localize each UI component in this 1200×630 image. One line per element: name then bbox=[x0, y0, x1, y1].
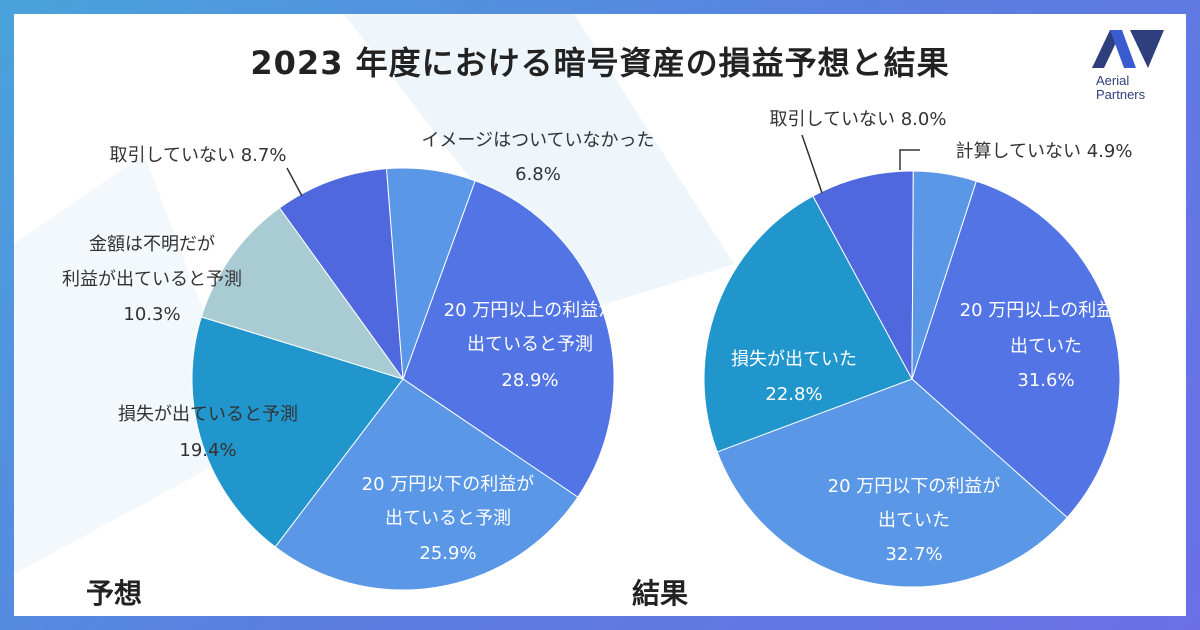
label-under-result-line1: 20 万円以下の利益が bbox=[828, 476, 1001, 497]
label-loss-result-line2: 22.8% bbox=[765, 384, 822, 405]
leader-no-trade-forecast bbox=[286, 167, 303, 197]
slice-profit-over-result bbox=[911, 180, 1121, 519]
forecast-caption: 予想 bbox=[86, 577, 143, 610]
background-decoration bbox=[14, 14, 734, 574]
label-unknown-line1: 金額は不明だが bbox=[89, 234, 215, 255]
label-no-image-line1: イメージはついていなかった bbox=[421, 130, 654, 151]
slice-profit-under-forecast bbox=[274, 378, 579, 591]
label-unknown-line2: 利益が出ていると予測 bbox=[62, 269, 242, 290]
slice-loss-result bbox=[703, 195, 913, 453]
label-under-result-line3: 32.7% bbox=[885, 544, 942, 565]
slice-no-image-forecast bbox=[385, 167, 476, 380]
label-under-forecast-line1: 20 万円以下の利益が bbox=[362, 474, 535, 495]
label-over-forecast-line2: 出ていると予測 bbox=[467, 334, 593, 355]
label-no-image-line2: 6.8% bbox=[515, 164, 561, 185]
label-loss-forecast-line2: 19.4% bbox=[179, 440, 236, 461]
leader-no-calc bbox=[899, 149, 920, 170]
label-under-forecast-line2: 出ていると予測 bbox=[385, 508, 511, 529]
slice-no-trade-forecast bbox=[278, 168, 404, 381]
pie-result bbox=[703, 170, 1121, 588]
chart-title: 2023 年度における暗号資産の損益予想と結果 bbox=[250, 44, 950, 82]
label-over-result-line2: 出ていた bbox=[1010, 336, 1082, 357]
label-no-calc: 計算していない 4.9% bbox=[956, 141, 1133, 162]
label-under-forecast-line3: 25.9% bbox=[419, 543, 476, 564]
slice-unknown-profit-forecast bbox=[200, 207, 405, 380]
label-no-trade-result: 取引していない 8.0% bbox=[770, 109, 947, 130]
label-unknown-line3: 10.3% bbox=[123, 304, 180, 325]
label-loss-result-line1: 損失が出ていた bbox=[731, 349, 857, 370]
logo-mark-icon bbox=[1092, 30, 1164, 68]
label-over-forecast-line3: 28.9% bbox=[501, 370, 558, 391]
label-under-result-line2: 出ていた bbox=[878, 510, 950, 531]
slice-no-trade-result bbox=[812, 170, 914, 380]
slice-profit-over-forecast bbox=[402, 180, 615, 498]
logo-text-line1: Aerial bbox=[1096, 73, 1130, 88]
label-over-result-line1: 20 万円以上の利益が bbox=[960, 300, 1133, 321]
pie-forecast bbox=[191, 167, 615, 591]
label-no-trade-forecast: 取引していない 8.7% bbox=[110, 145, 287, 166]
label-loss-forecast-line1: 損失が出ていると予測 bbox=[118, 404, 298, 425]
label-over-forecast-line1: 20 万円以上の利益が bbox=[444, 300, 617, 321]
label-over-result-line3: 31.6% bbox=[1017, 370, 1074, 391]
slice-profit-under-result bbox=[716, 378, 1068, 588]
leader-no-trade-result bbox=[801, 134, 823, 194]
slice-loss-forecast bbox=[191, 316, 404, 548]
aerial-partners-logo: Aerial Partners bbox=[1090, 28, 1180, 102]
logo-text-line2: Partners bbox=[1096, 87, 1146, 102]
result-caption: 結果 bbox=[632, 577, 689, 610]
slice-no-calc-result bbox=[911, 170, 977, 380]
